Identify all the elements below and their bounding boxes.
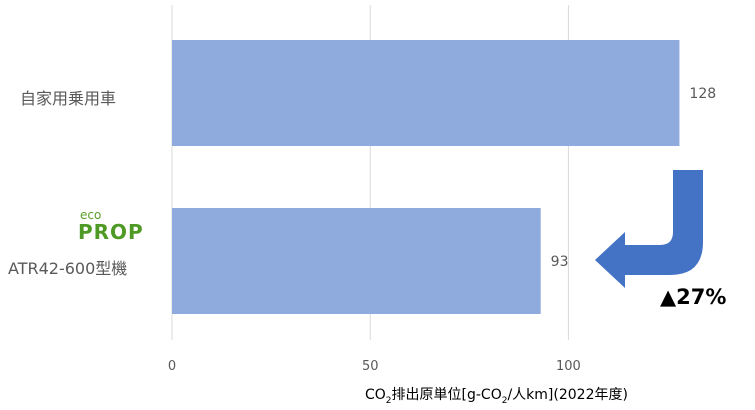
x-tick-100: 100 [556, 359, 581, 374]
x-tick-0: 0 [168, 359, 176, 374]
value-label-1: 93 [551, 254, 569, 270]
x-tick-50: 50 [362, 359, 379, 374]
x-axis-title: CO2排出原単位[g-CO2/人km](2022年度) [365, 387, 628, 406]
eco-prop-logo: eco PROP [78, 208, 158, 244]
bar-1 [172, 208, 541, 314]
reduction-arrow-icon [595, 170, 703, 288]
eco-logo-text: eco [80, 208, 102, 222]
value-labels: 128 93 [551, 86, 716, 270]
x-tick-labels: 0 50 100 [168, 359, 581, 374]
prop-logo-text: PROP [78, 220, 144, 244]
category-label-car: 自家用乗用車 [20, 89, 117, 108]
bar-0 [172, 40, 680, 146]
bars [172, 40, 680, 314]
value-label-0: 128 [689, 86, 716, 102]
reduction-annotation: ▲27% [660, 285, 727, 309]
category-label-atr: ATR42-600型機 [8, 259, 128, 278]
